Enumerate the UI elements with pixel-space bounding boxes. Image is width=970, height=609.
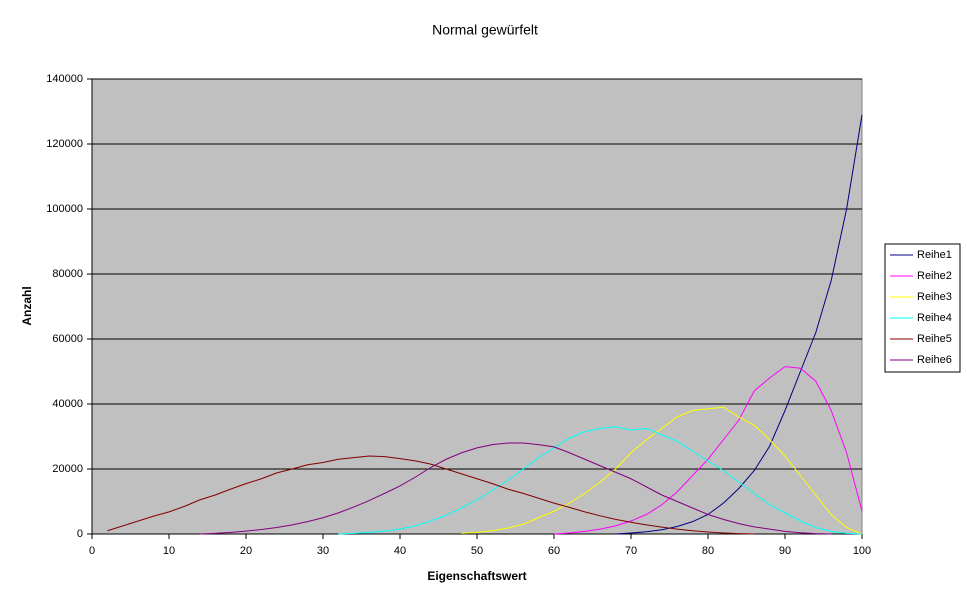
x-tick-label: 80 (702, 545, 714, 557)
x-tick-label: 50 (471, 545, 483, 557)
series-line (338, 426, 863, 535)
plot-area (91, 78, 863, 535)
series-line (199, 442, 832, 535)
x-tick-label: 70 (625, 545, 637, 557)
x-axis-label: Eigenschaftswert (427, 569, 526, 583)
legend-label: Reihe6 (917, 354, 952, 366)
x-tick-label: 40 (394, 545, 406, 557)
y-tick-label: 140000 (46, 73, 83, 85)
legend-label: Reihe1 (917, 249, 952, 261)
series-line (107, 455, 755, 535)
y-tick-label: 100000 (46, 203, 83, 215)
y-tick-label: 40000 (52, 398, 83, 410)
legend-label: Reihe2 (917, 270, 952, 282)
y-tick-label: 120000 (46, 138, 83, 150)
x-tick-label: 100 (853, 545, 871, 557)
x-tick-label: 60 (548, 545, 560, 557)
series-line (461, 406, 863, 535)
y-tick-label: 60000 (52, 333, 83, 345)
x-tick-label: 0 (89, 545, 95, 557)
series-line (615, 114, 863, 535)
legend-box (884, 243, 961, 373)
y-axis-label: Anzahl (20, 286, 34, 325)
chart-title: Normal gewürfelt (432, 22, 538, 38)
x-tick-label: 30 (317, 545, 329, 557)
x-tick-label: 90 (779, 545, 791, 557)
legend-label: Reihe5 (917, 333, 952, 345)
x-tick-label: 20 (240, 545, 252, 557)
y-tick-label: 20000 (52, 463, 83, 475)
legend-label: Reihe4 (917, 312, 952, 324)
y-tick-label: 0 (77, 528, 83, 540)
series-line (553, 366, 863, 535)
x-tick-label: 10 (163, 545, 175, 557)
legend-label: Reihe3 (917, 291, 952, 303)
y-tick-label: 80000 (52, 268, 83, 280)
